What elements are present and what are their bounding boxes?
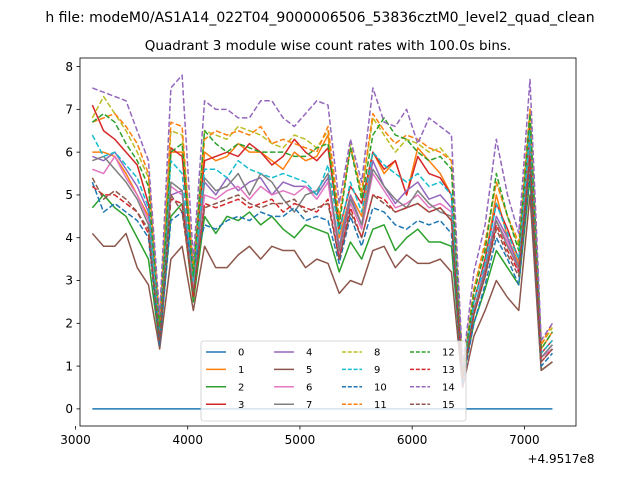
legend-label-0: 0 — [238, 348, 244, 359]
x-tick-label: 6000 — [397, 433, 428, 447]
legend-label-2: 2 — [238, 382, 244, 393]
axes-frame — [79, 57, 577, 427]
y-tick-label: 5 — [65, 188, 73, 202]
legend-label-4: 4 — [306, 348, 312, 359]
y-tick-label: 6 — [65, 145, 73, 159]
y-tick-label: 8 — [65, 60, 73, 74]
y-tick-label: 7 — [65, 103, 73, 117]
x-tick-label: 5000 — [285, 433, 316, 447]
x-tick-label: 7000 — [509, 433, 540, 447]
legend-label-10: 10 — [374, 382, 387, 393]
series-line-10 — [91, 168, 553, 384]
series-line-5 — [91, 194, 553, 389]
legend-label-13: 13 — [442, 365, 455, 376]
legend-label-11: 11 — [374, 400, 387, 411]
y-tick-label: 0 — [65, 402, 73, 416]
legend-box — [200, 340, 467, 422]
legend-label-9: 9 — [374, 365, 380, 376]
x-offset-label: +4.9517e8 — [527, 452, 594, 466]
y-tick-label: 1 — [65, 359, 73, 373]
legend-label-12: 12 — [442, 348, 455, 359]
legend-label-7: 7 — [306, 400, 312, 411]
series-line-15 — [91, 159, 553, 380]
legend-label-1: 1 — [238, 365, 244, 376]
y-tick-label: 2 — [65, 317, 73, 331]
series-line-9 — [91, 129, 553, 376]
series-line-14 — [92, 74, 554, 367]
chart-suptitle: h file: modeM0/AS1A14_022T04_9000006506_… — [45, 10, 594, 26]
series-line-11 — [92, 108, 554, 372]
y-tick-label: 3 — [65, 274, 73, 288]
legend-label-15: 15 — [442, 400, 455, 411]
chart-title: Quadrant 3 module wise count rates with … — [145, 38, 511, 54]
series-line-12 — [91, 112, 554, 376]
x-tick-label: 3000 — [60, 433, 91, 447]
legend-label-3: 3 — [238, 400, 244, 411]
x-tick-label: 4000 — [172, 433, 203, 447]
y-tick-label: 4 — [65, 231, 73, 245]
legend-label-5: 5 — [306, 365, 312, 376]
legend-label-6: 6 — [306, 382, 312, 393]
legend-label-8: 8 — [374, 348, 380, 359]
legend-label-14: 14 — [442, 382, 455, 393]
plot-area: 3000 4000 5000 6000 7000+4.9517e801234567801… — [60, 57, 595, 466]
